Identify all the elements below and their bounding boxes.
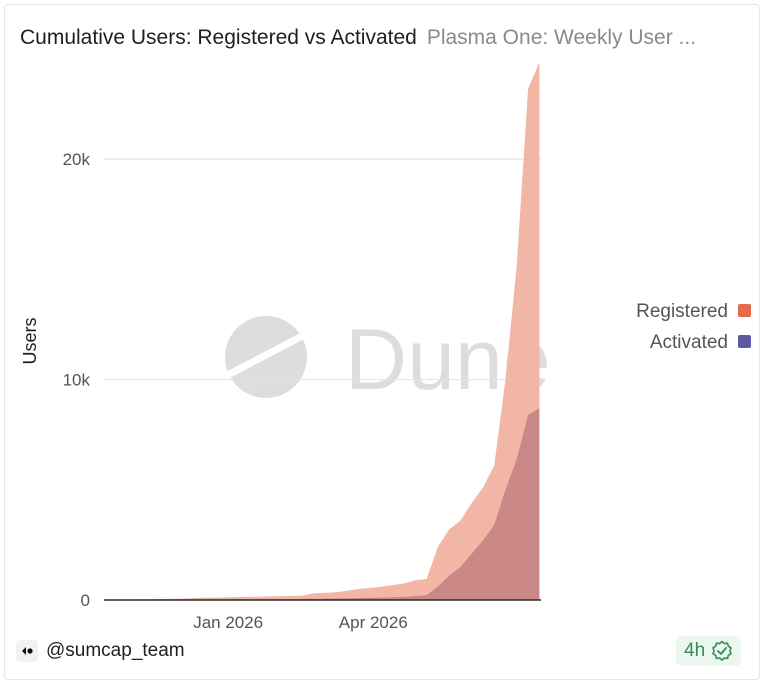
check-badge-icon [712, 640, 732, 661]
legend-swatch [738, 304, 751, 317]
legend-item-registered[interactable]: Registered [636, 301, 751, 322]
grid-lines [104, 158, 541, 381]
y-tick-label: 0 [81, 591, 90, 610]
y-axis-label: Users [20, 317, 40, 364]
legend-item-activated[interactable]: Activated [650, 332, 751, 353]
x-tick-label: Jan 2026 [193, 613, 263, 632]
x-tick-label: Apr 2026 [339, 613, 408, 632]
freshness-badge[interactable]: 4h [676, 636, 742, 666]
y-tick-label: 20k [63, 150, 91, 169]
author-link[interactable]: @sumcap_team [16, 638, 185, 664]
legend: Registered Activated [636, 301, 751, 353]
axes: 0 10k 20k Jan 2026 Apr 2026 [63, 150, 541, 632]
y-tick-label: 10k [63, 371, 91, 390]
legend-label: Activated [650, 332, 728, 353]
chart-card: Cumulative Users: Registered vs Activate… [4, 4, 760, 680]
area-layers [110, 62, 540, 600]
author-logo-icon [16, 640, 38, 662]
age-text: 4h [684, 640, 706, 661]
area-activated[interactable] [110, 408, 540, 600]
legend-swatch [738, 335, 751, 348]
author-name: @sumcap_team [46, 640, 185, 661]
dune-watermark: Dune [225, 312, 551, 408]
dune-logo-icon [225, 316, 307, 398]
legend-label: Registered [636, 301, 728, 322]
